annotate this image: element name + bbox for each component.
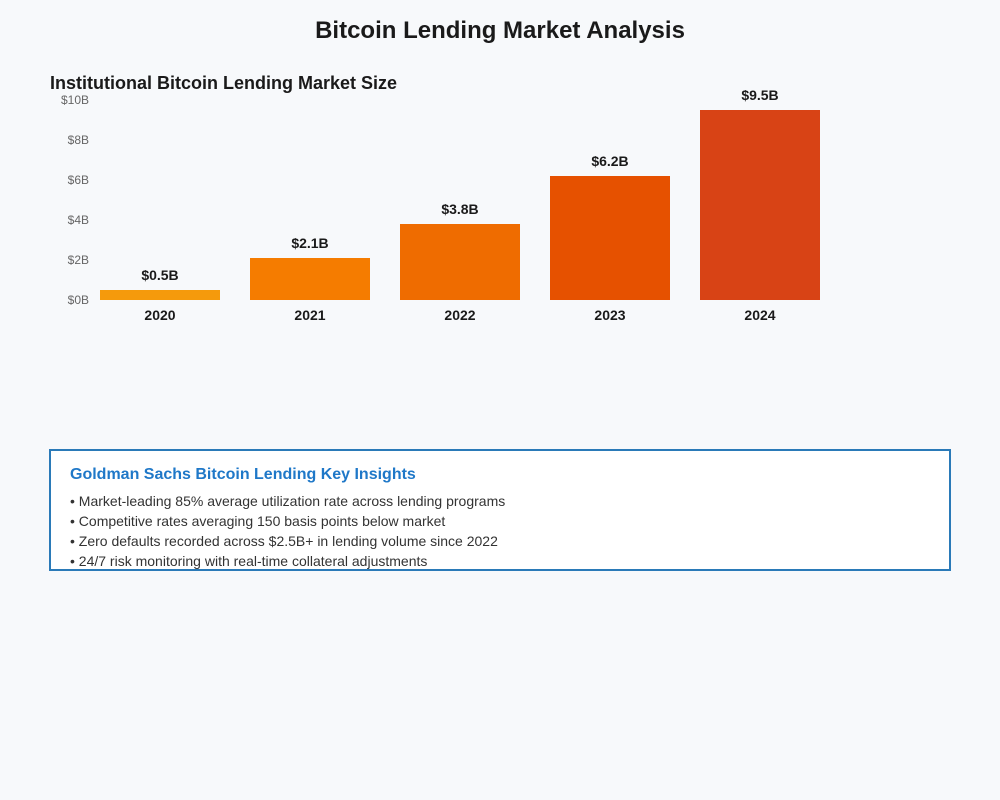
insight-item: Competitive rates averaging 150 basis po… <box>70 511 505 531</box>
x-tick-label-2024: 2024 <box>744 307 775 323</box>
y-tick-label: $8B <box>68 133 89 147</box>
y-tick-label: $10B <box>61 93 89 107</box>
data-label-2024: $9.5B <box>741 87 778 103</box>
insights-title: Goldman Sachs Bitcoin Lending Key Insigh… <box>70 466 416 483</box>
x-tick-label-2022: 2022 <box>444 307 475 323</box>
x-tick-label-2020: 2020 <box>144 307 175 323</box>
bar-2022 <box>400 224 520 300</box>
data-label-2021: $2.1B <box>291 235 328 251</box>
x-tick-label-2023: 2023 <box>594 307 625 323</box>
bar-2020 <box>100 290 220 300</box>
insight-item: Zero defaults recorded across $2.5B+ in … <box>70 531 505 551</box>
data-labels: $0.5B $2.1B $3.8B $6.2B $9.5B <box>141 87 778 283</box>
y-tick-label: $6B <box>68 173 89 187</box>
chart-title: Institutional Bitcoin Lending Market Siz… <box>50 73 398 93</box>
y-tick-label: $4B <box>68 213 89 227</box>
bars <box>100 110 820 300</box>
insights-panel: Goldman Sachs Bitcoin Lending Key Insigh… <box>49 449 951 571</box>
bar-2021 <box>250 258 370 300</box>
data-label-2023: $6.2B <box>591 153 628 169</box>
bar-2023 <box>550 176 670 300</box>
y-tick-label: $2B <box>68 253 89 267</box>
data-label-2022: $3.8B <box>441 201 478 217</box>
bar-chart: $0B $2B $4B $6B $8B $10B $0.5B $2.1B $3.8B $6.2B… <box>61 87 820 323</box>
x-tick-label-2021: 2021 <box>294 307 325 323</box>
y-tick-label: $0B <box>68 293 89 307</box>
page-title: Bitcoin Lending Market Analysis <box>315 17 685 44</box>
y-axis-ticks: $0B $2B $4B $6B $8B $10B <box>61 93 89 307</box>
insight-item: Market-leading 85% average utilization r… <box>70 491 505 511</box>
data-label-2020: $0.5B <box>141 267 178 283</box>
insights-list: Market-leading 85% average utilization r… <box>70 491 505 571</box>
insight-item: 24/7 risk monitoring with real-time coll… <box>70 551 505 571</box>
x-axis-ticks: 2020 2021 2022 2023 2024 <box>144 307 775 323</box>
bar-2024 <box>700 110 820 300</box>
